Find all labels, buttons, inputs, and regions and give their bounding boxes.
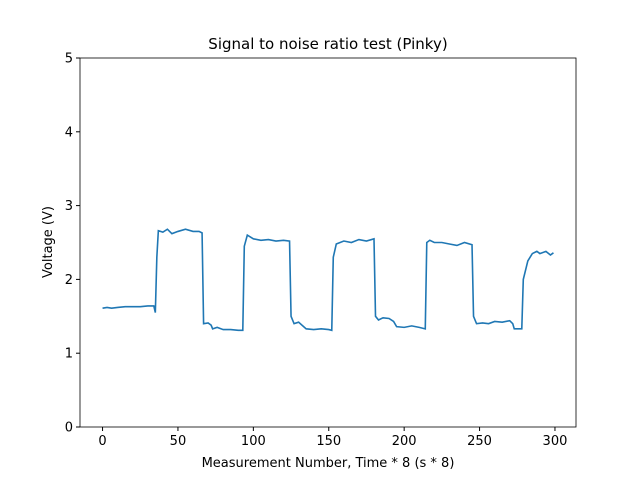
x-tick-label: 150: [316, 434, 341, 449]
x-tick-label: 200: [392, 434, 417, 449]
y-tick-label: 4: [65, 125, 73, 140]
y-axis-label: Voltage (V): [41, 206, 56, 278]
plot-frame: [79, 57, 577, 428]
x-tick-label: 300: [543, 434, 568, 449]
x-tick-label: 100: [241, 434, 266, 449]
y-tick-label: 5: [65, 52, 73, 67]
chart-title: Signal to noise ratio test (Pinky): [208, 35, 447, 53]
x-tick-label: 0: [98, 434, 106, 449]
y-tick-label: 2: [65, 273, 73, 288]
y-tick-label: 0: [65, 421, 73, 436]
data-line: [102, 228, 554, 332]
x-tick-label: 250: [467, 434, 492, 449]
x-tick-label: 50: [170, 434, 187, 449]
y-tick-label: 3: [65, 199, 73, 214]
x-axis-label: Measurement Number, Time * 8 (s * 8): [202, 456, 455, 471]
y-tick-label: 1: [65, 347, 73, 362]
